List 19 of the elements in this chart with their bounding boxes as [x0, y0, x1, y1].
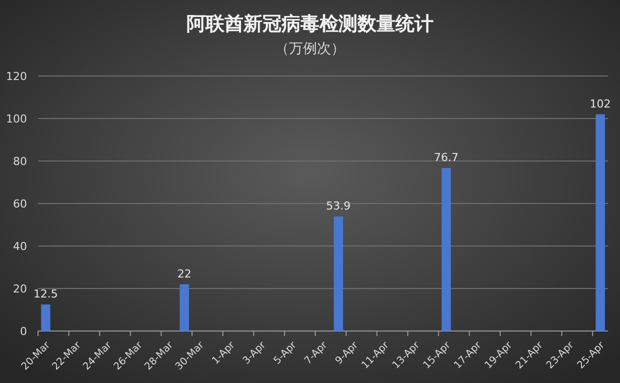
data-label: 22 [177, 267, 192, 280]
y-tick-label: 0 [20, 325, 27, 338]
bar [180, 284, 189, 331]
y-tick-label: 100 [6, 112, 27, 126]
chart-title: 阿联酋新冠病毒检测数量统计 [186, 13, 434, 35]
y-tick-label: 120 [6, 70, 27, 83]
y-tick-label: 20 [13, 282, 27, 296]
data-label: 102 [590, 97, 611, 110]
chart-subtitle: （万例次） [275, 41, 345, 57]
data-label: 12.5 [33, 287, 58, 300]
data-label: 53.9 [326, 199, 351, 212]
bar [41, 304, 50, 331]
bar [442, 168, 451, 331]
y-tick-label: 60 [13, 198, 27, 210]
bar [596, 114, 605, 331]
y-tick-label: 80 [13, 155, 27, 168]
bar [334, 216, 344, 331]
y-tick-label: 40 [13, 240, 27, 253]
data-label: 76.7 [434, 151, 458, 164]
